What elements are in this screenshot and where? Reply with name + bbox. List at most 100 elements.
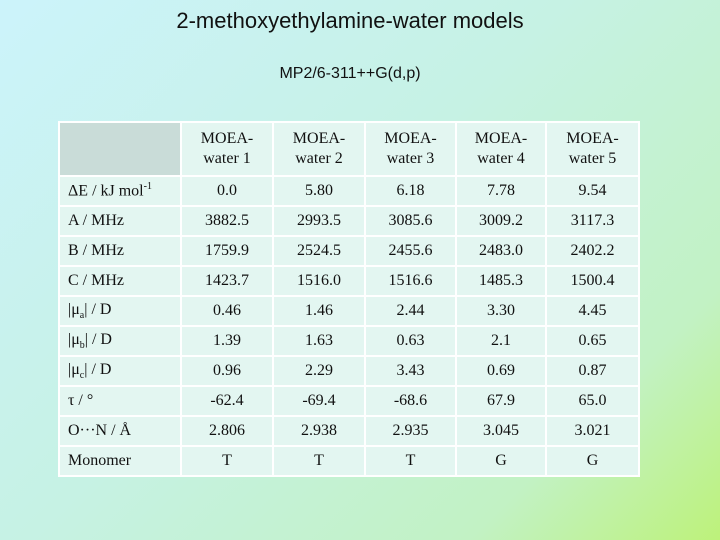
table-cell: 2.938: [272, 415, 366, 447]
table-cell: 2.806: [180, 415, 274, 447]
table-cell: 1.63: [272, 325, 366, 357]
row-label: O···N / Å: [58, 415, 182, 447]
label-part: |μ: [68, 300, 80, 318]
table-cell: T: [272, 445, 366, 477]
table-cell: 2.29: [272, 355, 366, 387]
table-cell: 0.63: [364, 325, 457, 357]
header-cell: MOEA-water 1: [180, 121, 274, 177]
table-cell: 1.39: [180, 325, 274, 357]
table-cell: 9.54: [545, 175, 640, 207]
label-part: b: [79, 340, 85, 352]
table-cell: 0.65: [545, 325, 640, 357]
header-line: water 2: [295, 150, 343, 167]
corner-cell: [58, 121, 182, 177]
header-cell: MOEA-water 5: [545, 121, 640, 177]
table-row: |μc| / D 0.96 2.29 3.43 0.69 0.87: [58, 355, 640, 387]
table-cell: 1423.7: [180, 265, 274, 297]
table-cell: T: [180, 445, 274, 477]
table-cell: 0.46: [180, 295, 274, 327]
row-label: B / MHz: [58, 235, 182, 267]
table-cell: 0.0: [180, 175, 274, 207]
label-part: A / MHz: [68, 212, 124, 229]
header-line: water 4: [477, 150, 525, 167]
label-part: |μ: [68, 330, 80, 348]
table-row: Monomer T T T G G: [58, 445, 640, 477]
label-part: | / D: [84, 360, 112, 378]
table-cell: 2524.5: [272, 235, 366, 267]
header-line: MOEA-: [474, 130, 528, 147]
label-part: c: [79, 370, 85, 382]
table-cell: 2402.2: [545, 235, 640, 267]
table-body: MOEA-water 1 MOEA-water 2 MOEA-water 3 MOEA…: [58, 121, 640, 477]
label-part: ΔE / kJ mol: [68, 182, 144, 200]
label-part: τ / °: [68, 392, 94, 409]
table-cell: 2.44: [364, 295, 457, 327]
subtitle: MP2/6-311++G(d,p): [279, 65, 421, 82]
table-cell: 3.045: [455, 415, 547, 447]
row-label: |μc| / D: [58, 355, 182, 387]
label-part: a: [79, 310, 85, 322]
table-cell: 6.18: [364, 175, 457, 207]
label-part: -1: [143, 181, 152, 193]
table-cell: 4.45: [545, 295, 640, 327]
table-cell: 2993.5: [272, 205, 366, 237]
table-cell: 3085.6: [364, 205, 457, 237]
table-cell: 1485.3: [455, 265, 547, 297]
table-cell: 1500.4: [545, 265, 640, 297]
label-part: C / MHz: [68, 272, 124, 289]
table-cell: 65.0: [545, 385, 640, 417]
table-cell: 2455.6: [364, 235, 457, 267]
header-line: MOEA-: [566, 130, 619, 147]
row-label: |μb| / D: [58, 325, 182, 357]
header-line: water 5: [568, 150, 617, 167]
table-cell: 3.021: [545, 415, 640, 447]
table-row: O···N / Å 2.806 2.938 2.935 3.045 3.021: [58, 415, 640, 447]
row-label: τ / °: [58, 385, 182, 417]
label-part: |μ: [68, 360, 80, 378]
header-line: water 3: [386, 150, 435, 167]
table-cell: -62.4: [180, 385, 274, 417]
table-cell: 1516.6: [364, 265, 457, 297]
title: 2-methoxyethylamine-water models: [176, 8, 524, 33]
label-part: | / D: [84, 330, 112, 348]
table-cell: 3117.3: [545, 205, 640, 237]
table-row: A / MHz 3882.5 2993.5 3085.6 3009.2 3117.3: [58, 205, 640, 237]
table-cell: 67.9: [455, 385, 547, 417]
row-label: |μa| / D: [58, 295, 182, 327]
table-cell: 0.96: [180, 355, 274, 387]
data-table: MOEA-water 1 MOEA-water 2 MOEA-water 3 MOEA…: [58, 121, 640, 477]
table-cell: 1516.0: [272, 265, 366, 297]
header-line: water 1: [203, 150, 251, 167]
table-cell: 0.69: [455, 355, 547, 387]
table-cell: T: [364, 445, 457, 477]
table-cell: 2.1: [455, 325, 547, 357]
table-cell: -69.4: [272, 385, 366, 417]
header-cell: MOEA-water 4: [455, 121, 547, 177]
table-cell: -68.6: [364, 385, 457, 417]
table-cell: 7.78: [455, 175, 547, 207]
table-row: B / MHz 1759.9 2524.5 2455.6 2483.0 2402.2: [58, 235, 640, 267]
row-label: ΔE / kJ mol-1: [58, 175, 182, 207]
table-cell: G: [455, 445, 547, 477]
table-cell: 2483.0: [455, 235, 547, 267]
table-cell: 1.46: [272, 295, 366, 327]
table-row: |μb| / D 1.39 1.63 0.63 2.1 0.65: [58, 325, 640, 357]
header-row: MOEA-water 1 MOEA-water 2 MOEA-water 3 MOEA…: [58, 121, 640, 177]
table-cell: 3882.5: [180, 205, 274, 237]
table-cell: G: [545, 445, 640, 477]
header-line: MOEA-: [200, 130, 254, 147]
header-cell: MOEA-water 2: [272, 121, 366, 177]
table-cell: 5.80: [272, 175, 366, 207]
label-part: O···N / Å: [68, 422, 132, 439]
table-row: ΔE / kJ mol-1 0.0 5.80 6.18 7.78 9.54: [58, 175, 640, 207]
header-line: MOEA-: [384, 130, 437, 147]
table-cell: 3.43: [364, 355, 457, 387]
label-part: B / MHz: [68, 242, 124, 259]
table-row: C / MHz 1423.7 1516.0 1516.6 1485.3 1500.4: [58, 265, 640, 297]
header-line: MOEA-: [292, 130, 346, 147]
table-row: τ / ° -62.4 -69.4 -68.6 67.9 65.0: [58, 385, 640, 417]
table-cell: 3.30: [455, 295, 547, 327]
row-label: Monomer: [58, 445, 182, 477]
row-label: A / MHz: [58, 205, 182, 237]
table-cell: 0.87: [545, 355, 640, 387]
